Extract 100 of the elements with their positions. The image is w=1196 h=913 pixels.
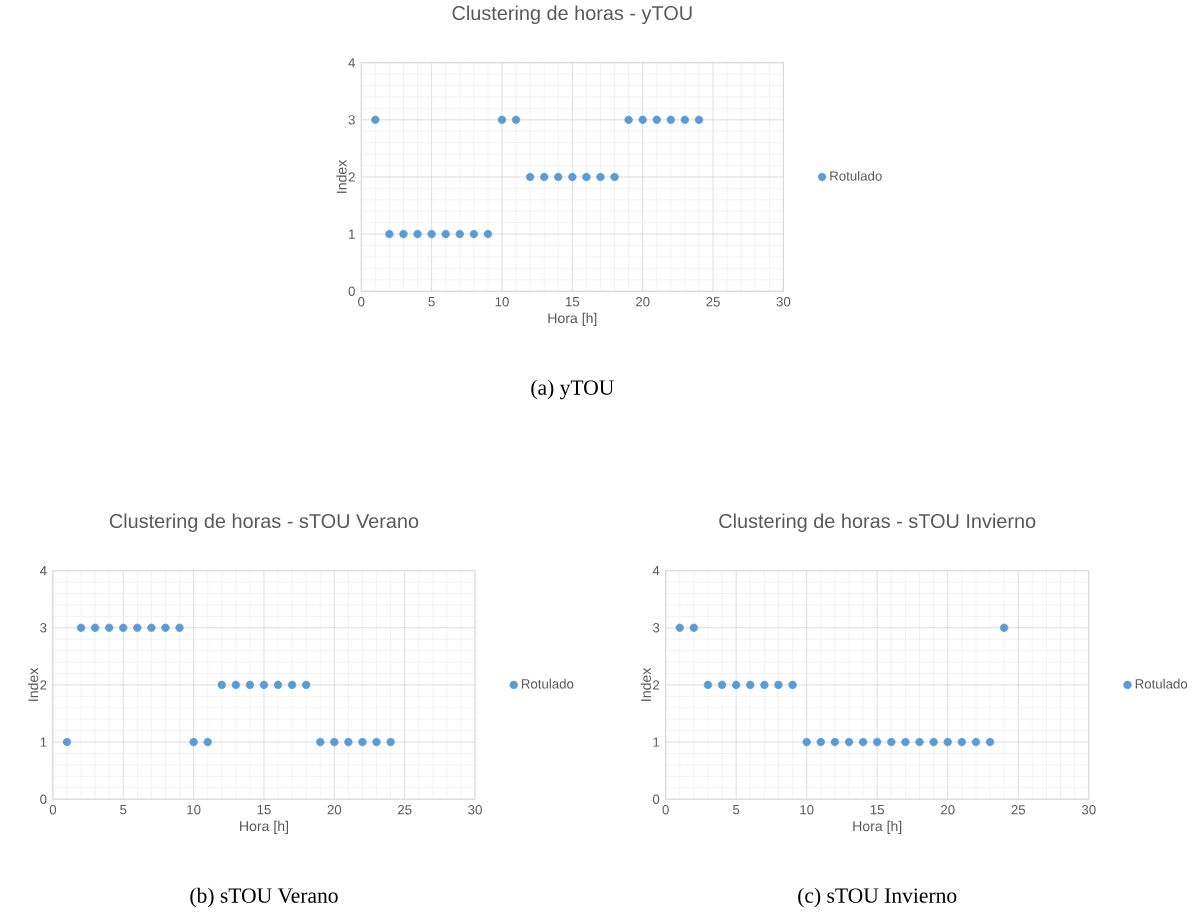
- legend-label: Rotulado: [1135, 679, 1188, 689]
- point: [689, 623, 699, 633]
- legend-label: Rotulado: [830, 171, 882, 181]
- x-tick-label: 25: [706, 297, 720, 307]
- point: [985, 738, 995, 747]
- point: [62, 738, 72, 747]
- y-tick-label: 4: [39, 566, 47, 576]
- point: [302, 680, 311, 690]
- point: [231, 680, 240, 690]
- point: [732, 680, 741, 690]
- text: (c) sTOU Invierno: [798, 887, 957, 908]
- point: [287, 680, 297, 690]
- y-tick-label: 2: [40, 680, 47, 690]
- point: [119, 623, 128, 633]
- x-tick-label: 20: [327, 805, 342, 815]
- point: [358, 738, 367, 747]
- x-tick-label: 0: [358, 297, 365, 307]
- y-tick-label: 3: [40, 623, 47, 633]
- point: [371, 115, 380, 125]
- point: [816, 738, 825, 747]
- point: [680, 115, 690, 125]
- y-axis-title: Index: [640, 667, 652, 701]
- x-tick-label: 10: [495, 297, 509, 307]
- point: [675, 623, 684, 633]
- point: [259, 680, 269, 690]
- point: [596, 172, 605, 182]
- point: [497, 115, 507, 125]
- point: [582, 172, 591, 182]
- point: [483, 230, 493, 239]
- point: [161, 623, 170, 633]
- point: [717, 680, 727, 690]
- x-tick-label: 0: [662, 805, 669, 815]
- point: [203, 738, 212, 747]
- y-tick-label: 2: [653, 680, 660, 690]
- point: [915, 738, 924, 747]
- x-tick-label: 20: [635, 297, 650, 307]
- point: [441, 230, 450, 239]
- point: [245, 680, 255, 690]
- point: [175, 623, 184, 633]
- point: [525, 172, 535, 182]
- point: [666, 115, 675, 125]
- point: [957, 738, 966, 747]
- point: [746, 680, 755, 690]
- x-tick-label: 10: [800, 805, 814, 815]
- point: [971, 738, 981, 747]
- point: [624, 115, 633, 125]
- x-tick-label: 15: [257, 805, 271, 815]
- point: [887, 738, 896, 747]
- point: [760, 680, 769, 690]
- x-axis-title: Hora [h]: [240, 820, 288, 835]
- chart-title: Clustering de horas - yTOU: [452, 5, 692, 25]
- point: [652, 115, 661, 125]
- x-tick-label: 25: [397, 805, 412, 815]
- y-tick-label: 1: [349, 229, 355, 239]
- x-tick-label: 15: [565, 297, 580, 307]
- point: [217, 680, 226, 690]
- point: [372, 738, 381, 747]
- x-tick-label: 0: [49, 805, 57, 815]
- point: [568, 172, 577, 182]
- point: [830, 738, 840, 747]
- point: [844, 738, 854, 747]
- y-tick-label: 4: [348, 58, 356, 68]
- point: [399, 230, 408, 239]
- point: [90, 623, 100, 633]
- x-tick-label: 5: [120, 805, 127, 815]
- point: [540, 172, 549, 182]
- x-axis-title: Hora [h]: [548, 312, 597, 327]
- point: [469, 230, 478, 239]
- y-tick-label: 0: [348, 286, 355, 297]
- x-tick-label: 20: [941, 805, 955, 815]
- text: (a) yTOU: [531, 379, 614, 400]
- point: [316, 738, 325, 747]
- point: [330, 738, 339, 747]
- y-tick-label: 4: [652, 566, 660, 576]
- point: [189, 738, 198, 747]
- point: [610, 172, 619, 182]
- y-axis-title: Index: [336, 160, 347, 194]
- y-tick-label: 1: [653, 737, 660, 747]
- point: [386, 738, 395, 747]
- point: [802, 738, 811, 747]
- x-axis-title: Hora [h]: [853, 820, 902, 835]
- point: [273, 680, 283, 690]
- point: [774, 680, 783, 690]
- point: [344, 738, 353, 747]
- y-tick-label: 3: [348, 115, 355, 125]
- point: [511, 115, 521, 125]
- point: [788, 680, 797, 690]
- x-tick-label: 10: [187, 805, 201, 815]
- y-tick-label: 0: [652, 794, 660, 805]
- x-tick-label: 25: [1011, 805, 1026, 815]
- x-tick-label: 30: [468, 805, 482, 815]
- point: [147, 623, 156, 633]
- y-tick-label: 2: [348, 172, 355, 182]
- text: (b) sTOU Verano: [190, 887, 338, 908]
- point: [929, 738, 938, 747]
- point: [76, 623, 86, 633]
- point: [133, 623, 142, 633]
- y-tick-label: 1: [40, 737, 47, 747]
- point: [999, 623, 1009, 633]
- chart-title: Clustering de horas - sTOU Verano: [109, 513, 419, 533]
